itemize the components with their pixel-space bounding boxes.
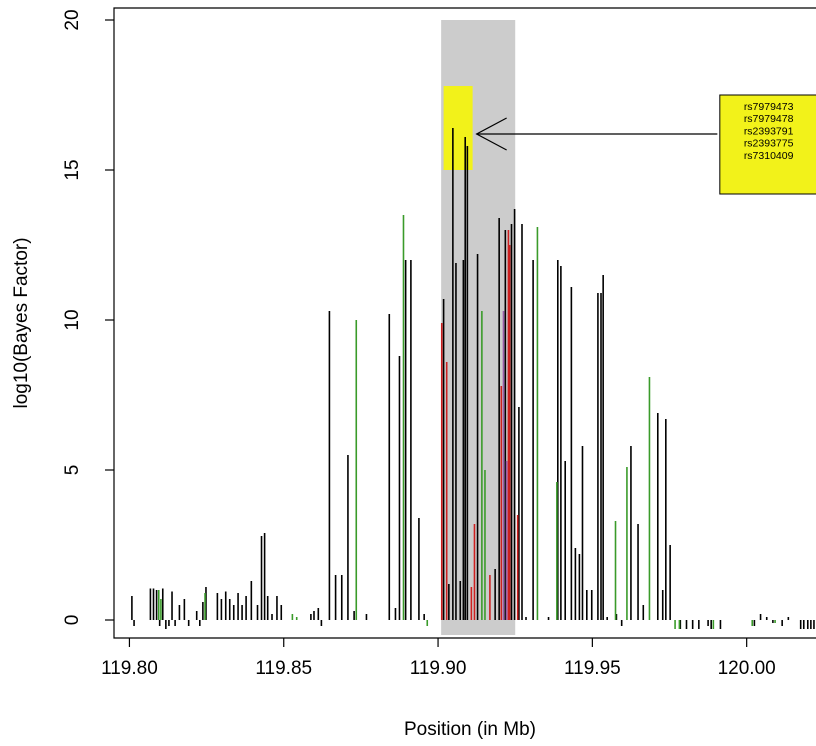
annotation-snp-2: rs2393791	[744, 125, 794, 137]
plot-frame	[113, 7, 816, 639]
y-tick-label-1: 5	[62, 465, 83, 476]
x-tick-label-0: 119.80	[101, 658, 158, 679]
annotation-snp-1: rs7979478	[744, 113, 794, 125]
annotation-box	[719, 94, 816, 195]
annotation-snp-0: rs7979473	[744, 101, 794, 113]
x-tick-label-2: 119.90	[410, 658, 467, 679]
axes-layer: 119.80 119.85 119.90 119.95 120.00 0 5 10 15 20 Po…	[11, 7, 816, 740]
y-tick-label-2: 10	[62, 309, 83, 330]
x-tick-label-3: 119.95	[564, 658, 621, 679]
y-axis-title: log10(Bayes Factor)	[11, 237, 32, 408]
y-tick-label-3: 15	[62, 159, 83, 180]
annotation-arrow-head	[475, 117, 507, 151]
x-tick-label-1: 119.85	[255, 658, 312, 679]
x-tick-label-4: 120.00	[718, 658, 776, 679]
annotation-snp-4: rs7310409	[744, 150, 794, 162]
y-tick-label-4: 20	[62, 9, 83, 30]
bars-layer	[131, 128, 815, 629]
y-tick-label-0: 0	[62, 615, 83, 626]
annotation-layer: rs7979473rs7979478rs2393791rs2393775rs73…	[475, 94, 816, 195]
peak-highlight	[443, 86, 473, 170]
plot-area: rs7979473rs7979478rs2393791rs2393775rs73…	[131, 20, 816, 635]
x-axis-title: Position (in Mb)	[404, 719, 536, 740]
annotation-snp-3: rs2393775	[744, 138, 794, 150]
